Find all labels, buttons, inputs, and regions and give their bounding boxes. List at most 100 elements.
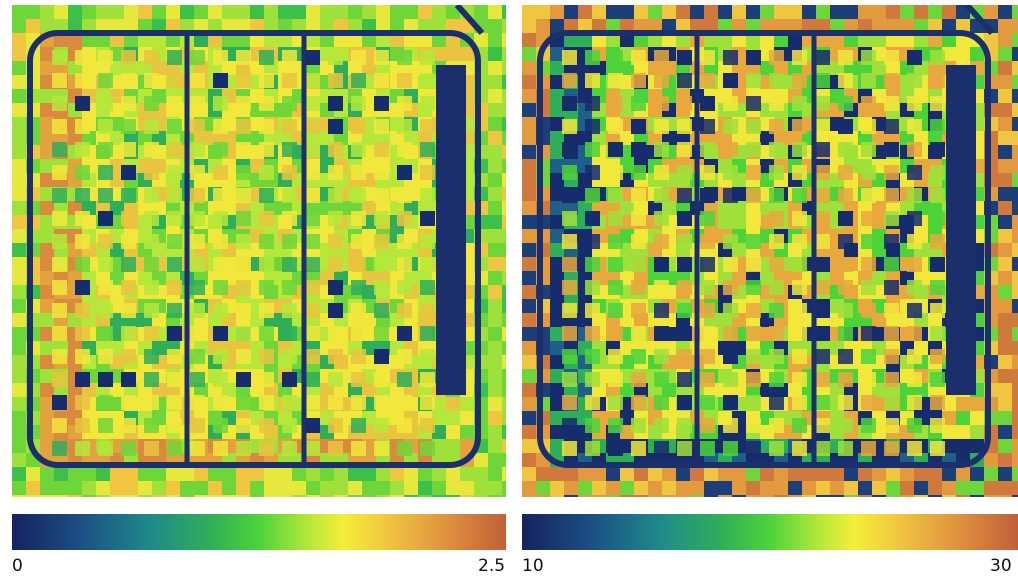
plot xyxy=(930,119,945,134)
plot xyxy=(351,234,366,249)
plot xyxy=(746,165,761,180)
texture xyxy=(746,481,760,495)
texture xyxy=(998,131,1012,145)
plot xyxy=(677,119,692,134)
plot xyxy=(907,188,922,203)
texture xyxy=(40,313,54,327)
texture xyxy=(26,19,40,33)
plot xyxy=(562,257,577,272)
plot xyxy=(121,142,136,157)
texture xyxy=(502,117,506,131)
texture xyxy=(914,467,928,481)
texture xyxy=(12,439,26,453)
plot xyxy=(700,326,715,341)
texture xyxy=(970,481,984,495)
plot xyxy=(282,326,297,341)
texture xyxy=(676,467,690,481)
plot xyxy=(723,280,738,295)
plot xyxy=(861,349,876,364)
plot xyxy=(631,165,646,180)
plot xyxy=(420,349,435,364)
plot xyxy=(213,119,228,134)
texture xyxy=(96,495,110,497)
texture xyxy=(124,5,138,19)
plot xyxy=(723,418,738,433)
texture xyxy=(732,5,746,19)
texture xyxy=(760,5,774,19)
plot xyxy=(259,234,274,249)
texture xyxy=(676,495,690,497)
plot xyxy=(838,280,853,295)
plot xyxy=(121,418,136,433)
texture xyxy=(1012,229,1018,243)
texture xyxy=(460,495,474,497)
plot xyxy=(861,211,876,226)
plot xyxy=(305,188,320,203)
plot xyxy=(792,188,807,203)
texture xyxy=(208,481,222,495)
texture xyxy=(446,439,460,453)
plot xyxy=(723,119,738,134)
plot xyxy=(52,441,67,456)
texture xyxy=(194,481,208,495)
plot xyxy=(723,188,738,203)
texture xyxy=(704,495,718,497)
plot xyxy=(121,73,136,88)
plot xyxy=(351,418,366,433)
plot xyxy=(884,234,899,249)
texture xyxy=(12,89,26,103)
texture xyxy=(124,481,138,495)
texture xyxy=(250,5,264,19)
texture xyxy=(488,159,502,173)
texture xyxy=(522,47,536,61)
plot xyxy=(167,326,182,341)
texture xyxy=(956,47,970,61)
plot xyxy=(213,188,228,203)
texture xyxy=(1012,369,1018,383)
texture xyxy=(180,5,194,19)
plot xyxy=(282,303,297,318)
texture xyxy=(502,159,506,173)
plot xyxy=(144,142,159,157)
plot xyxy=(792,349,807,364)
plot xyxy=(305,96,320,111)
plot xyxy=(259,349,274,364)
plot xyxy=(700,418,715,433)
plot xyxy=(75,257,90,272)
plot xyxy=(397,188,412,203)
texture xyxy=(522,285,536,299)
texture xyxy=(872,481,886,495)
plot xyxy=(328,280,343,295)
plot xyxy=(723,441,738,456)
texture xyxy=(40,439,54,453)
plot xyxy=(608,234,623,249)
plot xyxy=(723,303,738,318)
texture xyxy=(1012,75,1018,89)
texture xyxy=(984,481,998,495)
plot xyxy=(723,50,738,65)
plot xyxy=(52,73,67,88)
texture xyxy=(502,299,506,313)
texture xyxy=(760,495,774,497)
plot xyxy=(815,372,830,387)
plot xyxy=(677,349,692,364)
plot xyxy=(631,234,646,249)
texture xyxy=(68,467,82,481)
texture xyxy=(956,467,970,481)
texture xyxy=(222,481,236,495)
plot xyxy=(815,50,830,65)
plot xyxy=(838,96,853,111)
plot xyxy=(374,119,389,134)
texture xyxy=(362,495,376,497)
plot xyxy=(769,234,784,249)
plot xyxy=(236,96,251,111)
plot xyxy=(259,372,274,387)
plot xyxy=(282,50,297,65)
plot xyxy=(75,441,90,456)
plot xyxy=(815,418,830,433)
texture xyxy=(844,495,858,497)
plot xyxy=(654,303,669,318)
texture xyxy=(40,187,54,201)
plot xyxy=(305,234,320,249)
plot xyxy=(884,372,899,387)
